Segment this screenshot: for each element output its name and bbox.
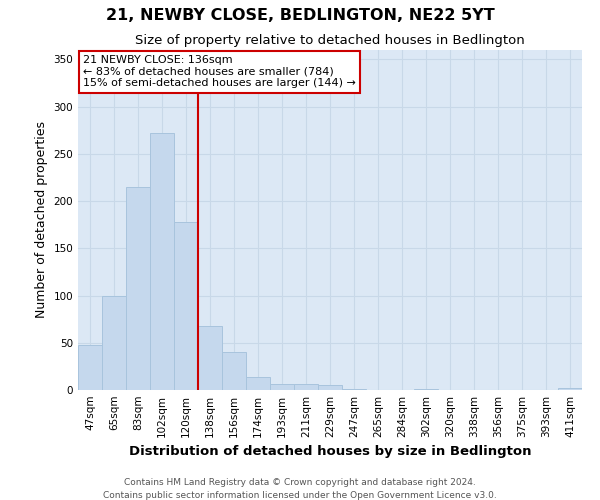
Title: Size of property relative to detached houses in Bedlington: Size of property relative to detached ho…	[135, 34, 525, 48]
Bar	[558, 388, 582, 390]
Text: Contains HM Land Registry data © Crown copyright and database right 2024.
Contai: Contains HM Land Registry data © Crown c…	[103, 478, 497, 500]
Bar	[414, 389, 438, 390]
Bar	[198, 326, 222, 390]
Bar	[222, 352, 246, 390]
Bar	[78, 344, 102, 390]
Bar	[342, 389, 366, 390]
Bar	[174, 222, 198, 390]
Bar	[150, 133, 174, 390]
X-axis label: Distribution of detached houses by size in Bedlington: Distribution of detached houses by size …	[129, 446, 531, 458]
Text: 21, NEWBY CLOSE, BEDLINGTON, NE22 5YT: 21, NEWBY CLOSE, BEDLINGTON, NE22 5YT	[106, 8, 494, 22]
Y-axis label: Number of detached properties: Number of detached properties	[35, 122, 48, 318]
Bar	[246, 377, 270, 390]
Bar	[294, 384, 318, 390]
Bar	[126, 187, 150, 390]
Bar	[270, 384, 294, 390]
Bar	[318, 386, 342, 390]
Text: 21 NEWBY CLOSE: 136sqm
← 83% of detached houses are smaller (784)
15% of semi-de: 21 NEWBY CLOSE: 136sqm ← 83% of detached…	[83, 55, 356, 88]
Bar	[102, 296, 126, 390]
